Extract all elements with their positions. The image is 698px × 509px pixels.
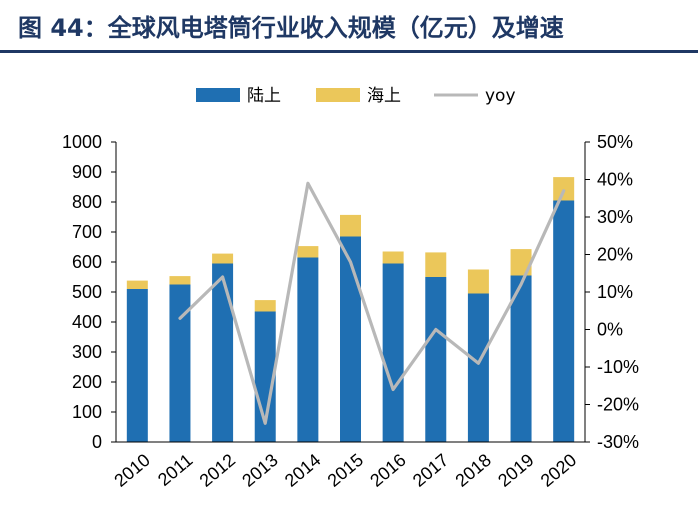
legend-label-onshore: 陆上 bbox=[247, 86, 281, 106]
bar-offshore bbox=[254, 300, 276, 312]
legend: 陆上 海上 yoy bbox=[196, 86, 516, 106]
bar-offshore bbox=[425, 252, 447, 277]
bar-onshore bbox=[297, 257, 319, 442]
x-tick-label: 2010 bbox=[110, 450, 154, 491]
legend-swatch-onshore bbox=[196, 88, 240, 102]
legend-label-offshore: 海上 bbox=[367, 86, 401, 106]
x-tick-label: 2012 bbox=[196, 450, 240, 491]
bars bbox=[126, 177, 575, 442]
bar-offshore bbox=[553, 177, 575, 201]
right-tick-label: -20% bbox=[597, 395, 639, 415]
bar-onshore bbox=[553, 200, 575, 442]
chart-title: 图 44：全球风电塔筒行业收入规模（亿元）及增速 bbox=[18, 14, 564, 42]
bar-offshore bbox=[169, 276, 191, 285]
bar-onshore bbox=[169, 284, 191, 442]
left-tick-label: 400 bbox=[72, 312, 102, 332]
yoy-series-line bbox=[178, 181, 566, 425]
bar-onshore bbox=[212, 263, 234, 442]
legend-swatch-offshore bbox=[316, 88, 360, 102]
bar-onshore bbox=[425, 277, 447, 442]
bar-offshore bbox=[382, 251, 404, 264]
right-tick-label: -10% bbox=[597, 357, 639, 377]
right-tick-label: 0% bbox=[597, 320, 623, 340]
x-tick-label: 2014 bbox=[281, 450, 325, 491]
left-tick-label: 200 bbox=[72, 372, 102, 392]
right-tick-label: 30% bbox=[597, 207, 633, 227]
left-tick-label: 100 bbox=[72, 402, 102, 422]
left-tick-label: 800 bbox=[72, 192, 102, 212]
bar-onshore bbox=[467, 293, 489, 442]
bar-offshore bbox=[126, 280, 148, 289]
x-tick-label: 2011 bbox=[154, 450, 197, 490]
legend-label-yoy: yoy bbox=[485, 86, 516, 106]
x-tick-label: 2017 bbox=[409, 450, 453, 491]
right-axis: -30% -20% -10% 0% 10% 20% 30% 40% 50% bbox=[584, 132, 639, 452]
x-axis: 2010 2011 2012 2013 2014 2015 2016 2017 2018 2019… bbox=[110, 441, 585, 491]
left-tick-label: 0 bbox=[92, 432, 102, 452]
bar-onshore bbox=[382, 263, 404, 442]
bar-onshore bbox=[510, 275, 532, 442]
bar-offshore bbox=[510, 249, 532, 276]
bar-offshore bbox=[467, 269, 489, 294]
bar-offshore bbox=[212, 253, 234, 264]
bar-offshore bbox=[297, 246, 319, 258]
right-tick-label: 50% bbox=[597, 132, 633, 152]
right-tick-label: -30% bbox=[597, 432, 639, 452]
x-tick-label: 2019 bbox=[494, 450, 538, 491]
x-tick-label: 2015 bbox=[324, 450, 368, 491]
x-tick-label: 2020 bbox=[537, 450, 581, 491]
bar-onshore bbox=[126, 289, 148, 442]
right-tick-label: 20% bbox=[597, 245, 633, 265]
left-tick-label: 1000 bbox=[62, 132, 102, 152]
left-tick-label: 500 bbox=[72, 282, 102, 302]
bar-offshore bbox=[340, 214, 361, 237]
x-tick-label: 2016 bbox=[366, 450, 410, 491]
left-tick-label: 900 bbox=[72, 162, 102, 182]
bar-onshore bbox=[340, 236, 361, 442]
left-tick-label: 300 bbox=[72, 342, 102, 362]
title-divider bbox=[0, 50, 698, 53]
left-tick-label: 700 bbox=[72, 222, 102, 242]
right-tick-label: 10% bbox=[597, 282, 633, 302]
x-tick-label: 2013 bbox=[238, 450, 282, 491]
x-tick-label: 2018 bbox=[451, 450, 495, 491]
left-tick-label: 600 bbox=[72, 252, 102, 272]
right-tick-label: 40% bbox=[597, 170, 633, 190]
yoy-line bbox=[178, 181, 566, 425]
left-axis: 0 100 200 300 400 500 600 700 800 900 1000 bbox=[62, 132, 117, 452]
